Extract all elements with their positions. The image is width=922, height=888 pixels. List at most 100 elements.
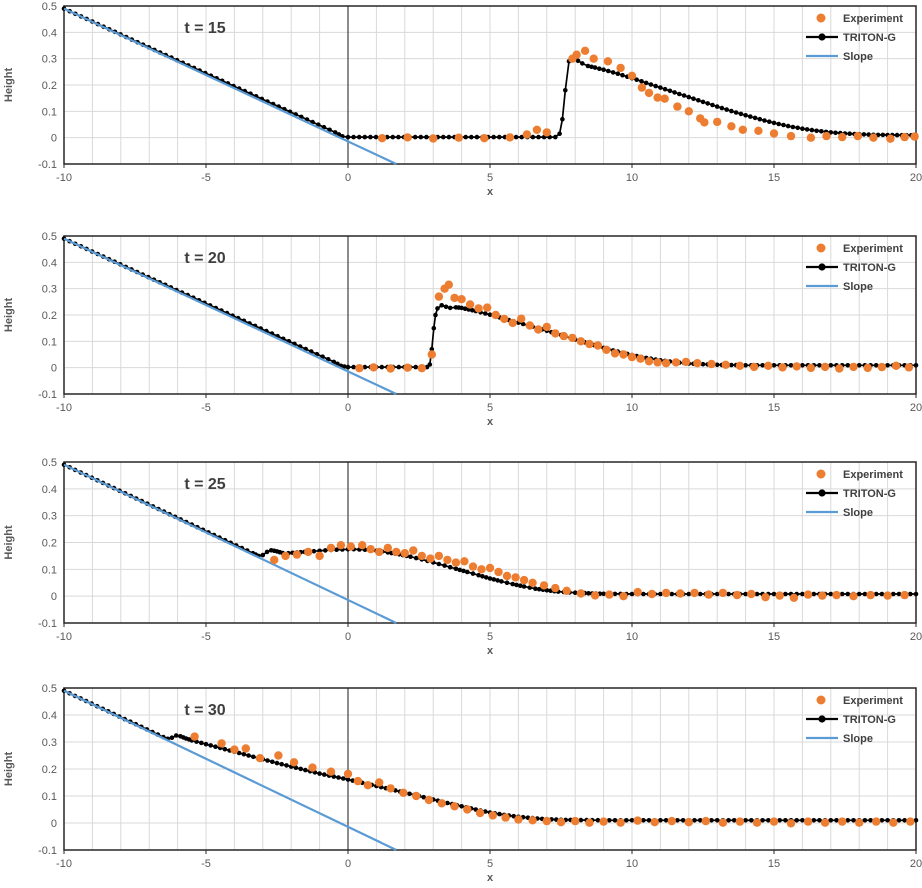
experiment-point — [343, 769, 353, 779]
experiment-point — [190, 732, 199, 741]
experiment-point — [636, 354, 645, 363]
y-axis-tick-label: 0.2 — [42, 764, 57, 776]
x-axis-tick-label: 5 — [487, 402, 493, 414]
x-axis-tick-label: 10 — [626, 858, 638, 870]
experiment-point — [718, 818, 728, 827]
triton-marker — [513, 134, 519, 140]
triton-marker — [757, 116, 763, 122]
experiment-point — [738, 125, 747, 134]
experiment-point — [568, 333, 577, 343]
triton-marker — [754, 591, 760, 597]
x-axis-tick-label: -5 — [201, 172, 211, 184]
experiment-point — [610, 349, 620, 358]
triton-marker — [834, 818, 839, 823]
triton-marker — [845, 818, 851, 823]
triton-marker — [213, 744, 218, 749]
experiment-point — [820, 818, 830, 827]
experiment-point — [559, 331, 568, 341]
experiment-point — [427, 350, 436, 359]
triton-marker — [785, 123, 791, 129]
experiment-point — [377, 134, 387, 143]
triton-marker — [470, 571, 476, 576]
triton-marker — [726, 591, 731, 597]
experiment-point — [752, 818, 762, 827]
y-axis-tick-label: 0.3 — [42, 511, 57, 523]
experiment-point — [580, 46, 590, 55]
experiment-point — [353, 776, 363, 786]
experiment-point — [502, 571, 512, 581]
experiment-point — [255, 754, 265, 763]
triton-marker — [658, 818, 663, 823]
experiment-point — [412, 791, 421, 801]
triton-marker — [592, 65, 598, 70]
experiment-point — [700, 118, 709, 127]
experiment-point — [501, 813, 510, 822]
triton-marker — [222, 746, 228, 752]
triton-marker — [615, 71, 621, 76]
legend-experiment-marker — [816, 243, 826, 253]
experiment-point — [326, 767, 336, 776]
triton-marker — [760, 818, 765, 823]
triton-marker — [788, 363, 794, 368]
triton-marker — [260, 552, 266, 558]
x-axis-tick-label: 5 — [487, 172, 493, 184]
triton-marker — [311, 548, 317, 554]
triton-marker — [412, 134, 418, 140]
triton-marker — [894, 132, 900, 138]
triton-marker — [476, 572, 481, 578]
triton-marker — [800, 818, 805, 823]
y-axis-title: Height — [3, 752, 15, 787]
triton-marker — [270, 759, 275, 765]
experiment-point — [417, 364, 426, 373]
triton-marker — [495, 578, 500, 583]
y-axis-tick-label: 0 — [51, 818, 57, 830]
experiment-point — [434, 292, 444, 301]
triton-marker — [776, 121, 781, 127]
experiment-point — [883, 591, 892, 600]
triton-marker — [446, 134, 452, 140]
experiment-point — [704, 590, 713, 599]
y-axis-tick-label: 0.5 — [42, 683, 57, 695]
experiment-point — [457, 295, 466, 304]
x-axis-tick-label: 5 — [487, 858, 493, 870]
experiment-point — [217, 739, 226, 748]
triton-marker — [879, 818, 885, 823]
experiment-point — [866, 590, 875, 600]
experiment-point — [633, 816, 642, 825]
experiment-point — [863, 363, 872, 373]
triton-marker — [607, 818, 612, 823]
triton-marker — [424, 134, 429, 140]
triton-marker — [643, 80, 649, 86]
experiment-point — [386, 784, 395, 793]
triton-marker — [662, 86, 668, 92]
y-axis-tick-label: 0.1 — [42, 564, 57, 576]
experiment-point — [789, 593, 799, 602]
experiment-point — [465, 300, 475, 309]
experiment-point — [542, 816, 551, 826]
triton-marker — [251, 754, 256, 760]
triton-marker — [817, 363, 822, 368]
experiment-point — [647, 589, 657, 599]
experiment-point — [619, 592, 628, 601]
triton-marker — [208, 743, 213, 748]
experiment-point — [633, 587, 642, 597]
legend-label-slope: Slope — [843, 281, 873, 293]
triton-marker — [322, 772, 327, 777]
triton-marker — [809, 127, 815, 133]
triton-marker — [795, 125, 800, 131]
triton-marker — [710, 102, 715, 108]
triton-marker — [729, 108, 734, 114]
experiment-point — [281, 551, 290, 561]
triton-marker — [880, 132, 886, 138]
triton-marker — [811, 591, 817, 597]
experiment-point — [754, 126, 763, 135]
experiment-point — [667, 816, 676, 826]
experiment-point — [838, 132, 847, 142]
triton-marker — [777, 818, 782, 823]
experiment-point — [627, 71, 637, 81]
x-axis-title: x — [487, 416, 494, 428]
triton-marker — [672, 90, 677, 95]
experiment-point — [517, 314, 526, 323]
y-axis-tick-label: 0.4 — [42, 257, 57, 269]
